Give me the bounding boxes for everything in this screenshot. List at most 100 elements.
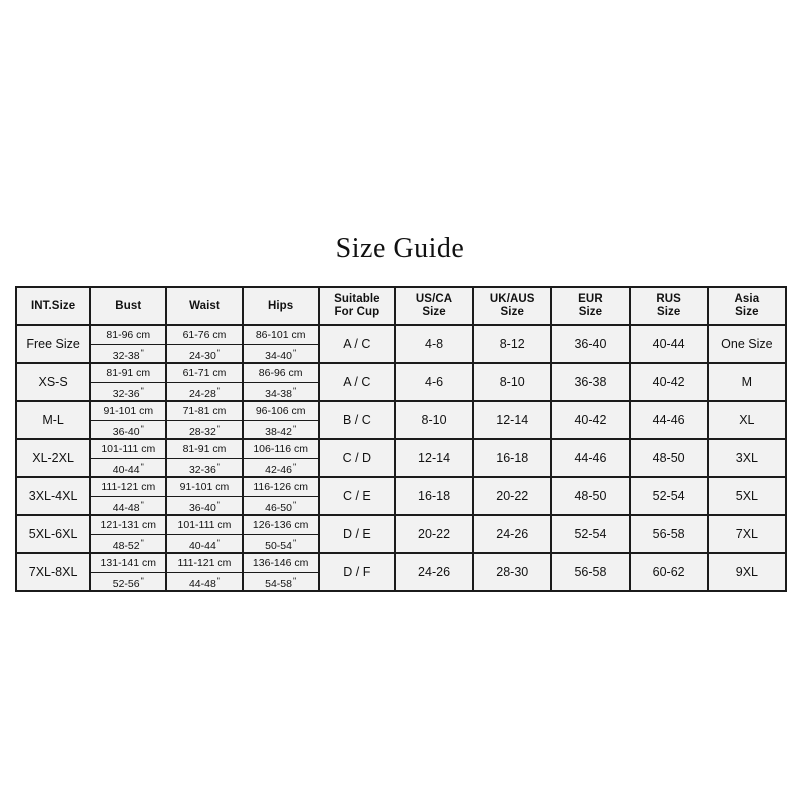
cell-hips: 106-116 cm 42-46" (241, 438, 320, 478)
column-header-line: For Cup (334, 306, 380, 318)
cell-bust-inch: 40-44" (112, 461, 144, 476)
cell-bust-inch: 52-56" (112, 575, 144, 590)
cell-rus-size: 60-62 (628, 552, 709, 592)
cell-uk-aus-size: 24-26 (472, 514, 553, 554)
cell-bust: 81-96 cm 32-38" (89, 324, 168, 364)
cell-int-size: 3XL-4XL (14, 476, 92, 516)
cell-asia-size: M (706, 362, 788, 402)
cell-hips-cm: 86-101 cm (243, 327, 318, 345)
cell-suitable-for-cup: C / E (317, 476, 396, 516)
cell-uk-aus-size: 16-18 (472, 438, 553, 478)
cell-suitable-for-cup: C / D (317, 438, 396, 478)
cell-asia-size: 5XL (706, 476, 788, 516)
cell-asia-size: 7XL (706, 514, 788, 554)
inch-unit: " (292, 499, 297, 510)
cell-bust-inch: 48-52" (112, 537, 144, 552)
inch-unit: " (216, 575, 220, 586)
cell-rus-size: 52-54 (628, 476, 709, 516)
cell-asia-size: One Size (706, 324, 788, 364)
cell-us-ca-size: 12-14 (393, 438, 475, 478)
cell-bust: 131-141 cm 52-56" (89, 552, 168, 592)
cell-asia-size: XL (706, 400, 788, 440)
inch-unit: " (140, 537, 144, 548)
cell-hips-inch: 34-38" (265, 385, 297, 400)
cell-bust: 111-121 cm 44-48" (89, 476, 168, 516)
cell-hips-cm: 106-116 cm (243, 441, 318, 459)
cell-us-ca-size: 4-6 (393, 362, 475, 402)
cell-rus-size: 40-42 (628, 362, 709, 402)
size-guide-table-container: INT.Size Bust Waist Hips Suitable For Cu… (14, 286, 788, 592)
table-row: XS-S 81-91 cm 32-36" 61-71 cm 24-28" 86-96 cm… (14, 362, 788, 402)
table-body: Free Size 81-96 cm 32-38" 61-76 cm 24-30" 86-… (14, 324, 788, 592)
column-header-hips: Hips (241, 286, 320, 326)
cell-hips-cm: 96-106 cm (243, 403, 318, 421)
cell-eur-size: 36-40 (550, 324, 631, 364)
inch-unit: " (216, 499, 220, 510)
cell-bust-cm: 131-141 cm (91, 555, 166, 573)
table-row: Free Size 81-96 cm 32-38" 61-76 cm 24-30" 86-… (14, 324, 788, 364)
cell-uk-aus-size: 20-22 (472, 476, 553, 516)
column-header-line: Size (735, 306, 759, 318)
cell-bust-cm: 91-101 cm (91, 403, 166, 421)
inch-unit: " (292, 385, 297, 396)
inch-unit: " (216, 423, 220, 434)
column-header-line: UK/AUS (489, 293, 535, 305)
cell-hips-cm: 116-126 cm (243, 479, 318, 497)
cell-suitable-for-cup: D / E (317, 514, 396, 554)
cell-int-size: Free Size (14, 324, 92, 364)
cell-int-size: 7XL-8XL (14, 552, 92, 592)
cell-int-size: M-L (14, 400, 92, 440)
table-row: M-L 91-101 cm 36-40" 71-81 cm 28-32" 96-106 c… (14, 400, 788, 440)
column-header-line: Bust (115, 299, 142, 312)
cell-waist-inch: 40-44" (188, 537, 220, 552)
column-header-eur-size: EUR Size (550, 286, 631, 326)
cell-waist-cm: 111-121 cm (167, 555, 242, 573)
cell-hips: 86-96 cm 34-38" (241, 362, 320, 402)
inch-unit: " (216, 347, 220, 358)
cell-hips-inch: 46-50" (265, 499, 297, 514)
cell-asia-size: 9XL (706, 552, 788, 592)
cell-hips-inch: 34-40" (265, 347, 297, 362)
inch-unit: " (140, 347, 144, 358)
cell-hips: 126-136 cm 50-54" (241, 514, 320, 554)
inch-unit: " (140, 461, 144, 472)
table-row: 5XL-6XL 121-131 cm 48-52" 101-111 cm 40-44" 1… (14, 514, 788, 554)
cell-waist: 61-71 cm 24-28" (165, 362, 244, 402)
cell-suitable-for-cup: A / C (317, 362, 396, 402)
cell-waist: 61-76 cm 24-30" (165, 324, 244, 364)
cell-waist-inch: 44-48" (188, 575, 220, 590)
cell-waist-cm: 91-101 cm (167, 479, 242, 497)
cell-us-ca-size: 8-10 (393, 400, 475, 440)
column-header-line: US/CA (415, 293, 453, 305)
cell-suitable-for-cup: D / F (317, 552, 396, 592)
inch-unit: " (292, 423, 297, 434)
cell-hips: 86-101 cm 34-40" (241, 324, 320, 364)
cell-waist: 81-91 cm 32-36" (165, 438, 244, 478)
page-title: Size Guide (335, 233, 465, 264)
cell-bust-cm: 111-121 cm (91, 479, 166, 497)
inch-unit: " (292, 537, 297, 548)
cell-hips-inch: 54-58" (265, 575, 297, 590)
cell-waist-cm: 71-81 cm (167, 403, 242, 421)
cell-asia-size: 3XL (706, 438, 788, 478)
table-row: 3XL-4XL 111-121 cm 44-48" 91-101 cm 36-40" 11… (14, 476, 788, 516)
cell-bust: 121-131 cm 48-52" (89, 514, 168, 554)
cell-waist-inch: 32-36" (188, 461, 220, 476)
cell-waist-cm: 101-111 cm (167, 517, 242, 535)
cell-hips: 116-126 cm 46-50" (241, 476, 320, 516)
inch-unit: " (140, 385, 144, 396)
cell-hips-cm: 136-146 cm (243, 555, 318, 573)
cell-eur-size: 52-54 (550, 514, 631, 554)
cell-bust: 81-91 cm 32-36" (89, 362, 168, 402)
cell-us-ca-size: 16-18 (393, 476, 475, 516)
cell-us-ca-size: 20-22 (393, 514, 475, 554)
cell-waist-inch: 28-32" (188, 423, 220, 438)
inch-unit: " (292, 575, 297, 586)
cell-waist-cm: 61-71 cm (167, 365, 242, 383)
table-row: 7XL-8XL 131-141 cm 52-56" 111-121 cm 44-48" 1… (14, 552, 788, 592)
cell-suitable-for-cup: B / C (317, 400, 396, 440)
cell-waist-cm: 81-91 cm (167, 441, 242, 459)
column-header-rus-size: RUS Size (628, 286, 709, 326)
cell-bust-cm: 101-111 cm (91, 441, 166, 459)
column-header-bust: Bust (89, 286, 168, 326)
